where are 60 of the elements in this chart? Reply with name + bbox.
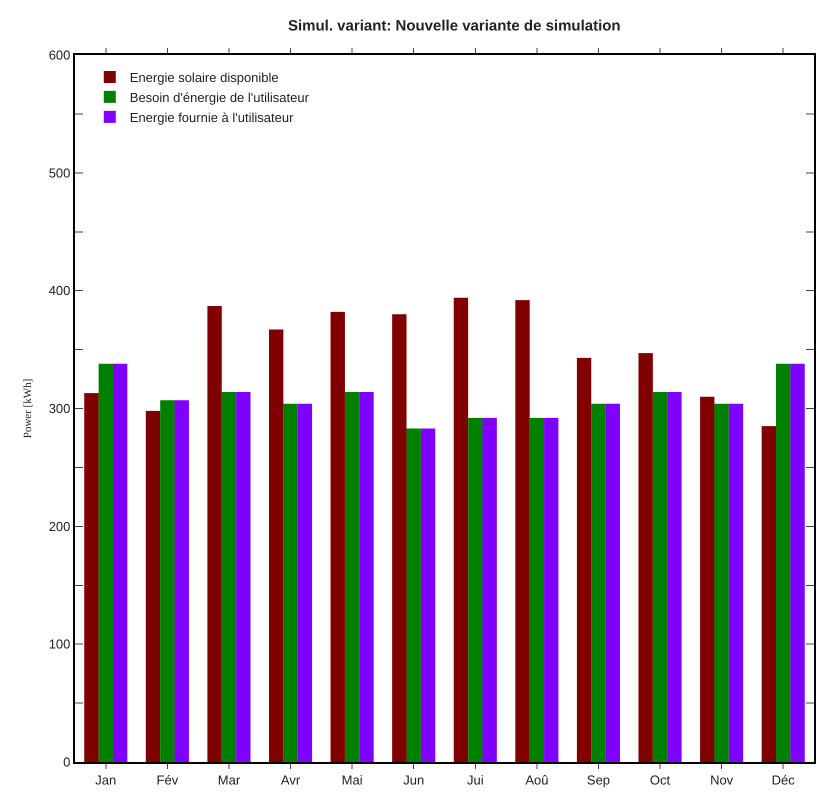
bar [174, 400, 189, 762]
bar [468, 418, 482, 762]
bar [283, 404, 298, 762]
y-tick-label: 300 [48, 401, 70, 416]
x-tick-label: Déc [772, 772, 796, 788]
bar [515, 300, 530, 762]
bar [790, 364, 805, 762]
bar [776, 364, 790, 762]
bar [344, 392, 360, 762]
bar [98, 364, 113, 762]
y-tick-label: 100 [48, 636, 70, 652]
bar [482, 418, 497, 762]
bar [222, 392, 236, 762]
bar [667, 392, 682, 762]
y-tick-label: 500 [48, 165, 70, 180]
chart-title: Simul. variant: Nouvelle variante de simulation [288, 17, 621, 34]
bar [544, 418, 558, 762]
bar [146, 410, 160, 762]
y-tick-label: 0 [63, 754, 70, 770]
bar [236, 392, 251, 762]
bar [652, 392, 668, 762]
bar [160, 400, 175, 762]
x-tick-label: Jui [466, 772, 484, 788]
y-tick-label: 600 [48, 48, 70, 63]
legend-label: Energie solaire disponible [130, 70, 279, 86]
x-tick-label: Aoû [525, 772, 548, 788]
bar [530, 418, 544, 762]
y-tick-label: 200 [48, 518, 70, 534]
x-tick-label: Avr [280, 772, 301, 788]
bar [638, 353, 653, 762]
bar [606, 404, 620, 762]
bar [728, 404, 744, 762]
x-tick-label: Sep [586, 772, 610, 788]
bar [406, 428, 421, 762]
x-tick-label: Jun [403, 772, 424, 788]
x-tick-label: Mar [218, 772, 241, 788]
bar [359, 392, 374, 762]
y-axis-title: Power [kWh] [22, 378, 34, 438]
bar [714, 404, 729, 762]
x-tick-label: Mai [342, 772, 363, 788]
x-tick-label: Fév [156, 772, 179, 788]
bar [762, 426, 776, 762]
legend-label: Besoin d'énergie de l'utilisateur [130, 90, 310, 105]
bar [84, 393, 99, 762]
y-tick-label: 400 [48, 283, 70, 298]
bar [700, 396, 714, 762]
bar [330, 312, 345, 762]
x-tick-label: Nov [710, 772, 734, 788]
bar [268, 330, 284, 762]
bar [392, 314, 407, 762]
bar [112, 364, 128, 762]
bar [298, 404, 312, 762]
bar [207, 306, 222, 762]
bar [576, 358, 592, 762]
legend-label: Energie fournie à l'utilisateur [130, 110, 294, 125]
bar [454, 298, 468, 762]
bar [420, 428, 436, 762]
x-tick-label: Oct [650, 772, 671, 788]
bar [591, 404, 606, 762]
x-tick-label: Jan [95, 772, 116, 788]
